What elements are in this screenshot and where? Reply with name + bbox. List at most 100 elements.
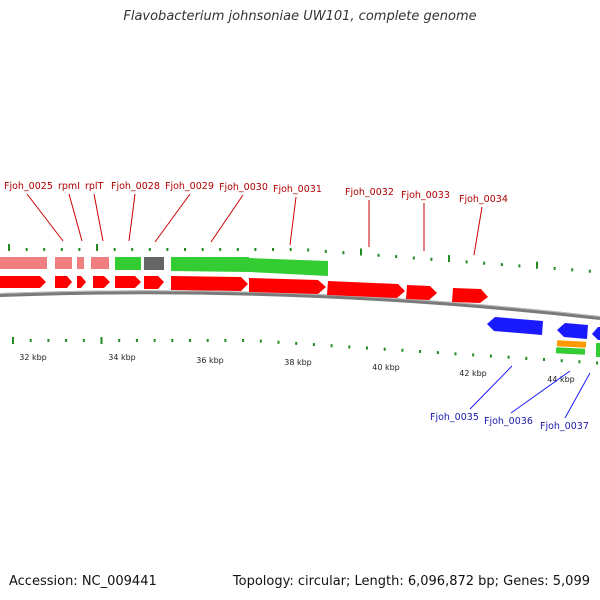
leader-line [473,206,483,256]
tick-mark [65,339,68,342]
scale-label: 38 kbp [284,358,312,367]
tick-mark [29,339,32,342]
tick-mark [483,261,486,265]
tick-mark [536,261,538,269]
tick-mark [219,248,222,251]
tick-mark [489,354,492,358]
tick-mark [25,248,28,251]
tick-mark [254,248,257,251]
cds-arrow-reverse[interactable] [487,317,543,335]
tick-mark [131,248,134,251]
cds-arrow[interactable] [452,288,488,303]
gene-label[interactable]: Fjoh_0030 [219,182,268,193]
tick-mark [259,339,262,343]
tick-mark [184,248,186,251]
gene-labels: Fjoh_0025 rpmI rplT Fjoh_0028 Fjoh_0029 Fjoh_… [4,181,589,432]
gene-label[interactable]: Fjoh_0025 [4,181,53,192]
gene-feature[interactable] [91,257,109,269]
accession-text: Accession: NC_009441 [9,574,157,589]
tick-mark [395,255,398,259]
rna-feature[interactable] [555,347,586,355]
tick-mark [242,339,245,342]
rna-feature[interactable] [171,257,249,272]
gene-feature[interactable] [0,257,47,269]
tick-mark [60,248,63,251]
gene-label[interactable]: Fjoh_0035 [430,412,479,423]
tick-mark [166,248,169,251]
tick-mark [448,255,450,263]
map-title: Flavobacterium johnsoniae UW101, complet… [123,9,477,24]
tick-mark [312,343,315,347]
tick-mark [571,268,574,272]
leader-line [26,193,64,242]
cds-arrow[interactable] [77,276,86,288]
scale-label: 32 kbp [19,353,47,362]
gene-feature[interactable] [55,257,72,269]
gene-label[interactable]: rpmI [58,181,80,192]
tick-mark [348,345,351,349]
cds-arrow[interactable] [115,276,141,288]
rna-feature[interactable] [596,343,600,357]
cds-arrow[interactable] [93,276,110,288]
scale-labels: 32 kbp 34 kbp 36 kbp 38 kbp 40 kbp 42 kbp 44 k… [19,353,575,384]
tick-mark [201,248,204,251]
gene-feature[interactable] [77,257,84,269]
tick-mark [377,253,380,257]
scale-label: 42 kbp [459,369,487,378]
tick-mark [171,339,174,342]
tick-mark [307,248,310,252]
tick-mark [277,340,280,344]
cds-arrow[interactable] [406,285,437,300]
cds-arrow[interactable] [327,281,405,298]
tick-mark [118,339,121,342]
gene-label[interactable]: Fjoh_0034 [459,194,508,205]
cds-arrow[interactable] [249,278,326,294]
tick-mark [436,351,439,355]
tick-mark [148,248,151,251]
cds-arrow[interactable] [171,276,248,291]
gene-label[interactable]: Fjoh_0028 [111,181,160,192]
orange-feature[interactable] [556,340,587,348]
label-leader-lines [26,193,591,419]
scale-label: 44 kbp [547,375,575,384]
leader-line [93,193,104,242]
cds-arrow-reverse[interactable] [557,323,588,339]
gene-label[interactable]: Fjoh_0036 [484,416,533,427]
gene-label[interactable]: rplT [85,181,104,192]
tick-mark [153,339,156,342]
reverse-strand [487,317,600,357]
tick-mark [543,358,545,361]
gene-label[interactable]: Fjoh_0037 [540,421,589,432]
genome-backbone [0,290,600,320]
gene-label[interactable]: Fjoh_0031 [273,184,322,195]
gene-label[interactable]: Fjoh_0033 [401,190,450,201]
tick-mark [596,361,599,365]
tick-mark [295,341,298,345]
leader-line [128,193,136,242]
cds-arrow[interactable] [0,276,46,288]
rna-feature[interactable] [115,257,141,270]
tick-mark [224,339,227,342]
scale-label: 40 kbp [372,363,400,372]
gene-label[interactable]: Fjoh_0032 [345,187,394,198]
cds-arrow-reverse[interactable] [592,327,600,340]
tick-mark [47,339,50,342]
tick-mark [472,353,475,357]
tick-mark [525,356,528,360]
cds-arrow[interactable] [55,276,72,288]
cds-arrow[interactable] [144,276,164,289]
scale-label: 34 kbp [108,353,136,362]
tick-mark [383,347,386,351]
rna-feature[interactable] [249,258,328,276]
tick-mark [189,339,191,342]
gene-label[interactable]: Fjoh_0029 [165,181,214,192]
tick-mark [78,248,81,251]
leader-line [469,365,513,410]
tick-mark [324,249,327,253]
scale-ticks [8,244,599,365]
grey-feature[interactable] [144,257,164,270]
tick-mark [430,257,433,261]
tick-mark [96,244,98,251]
tick-mark [560,359,563,363]
